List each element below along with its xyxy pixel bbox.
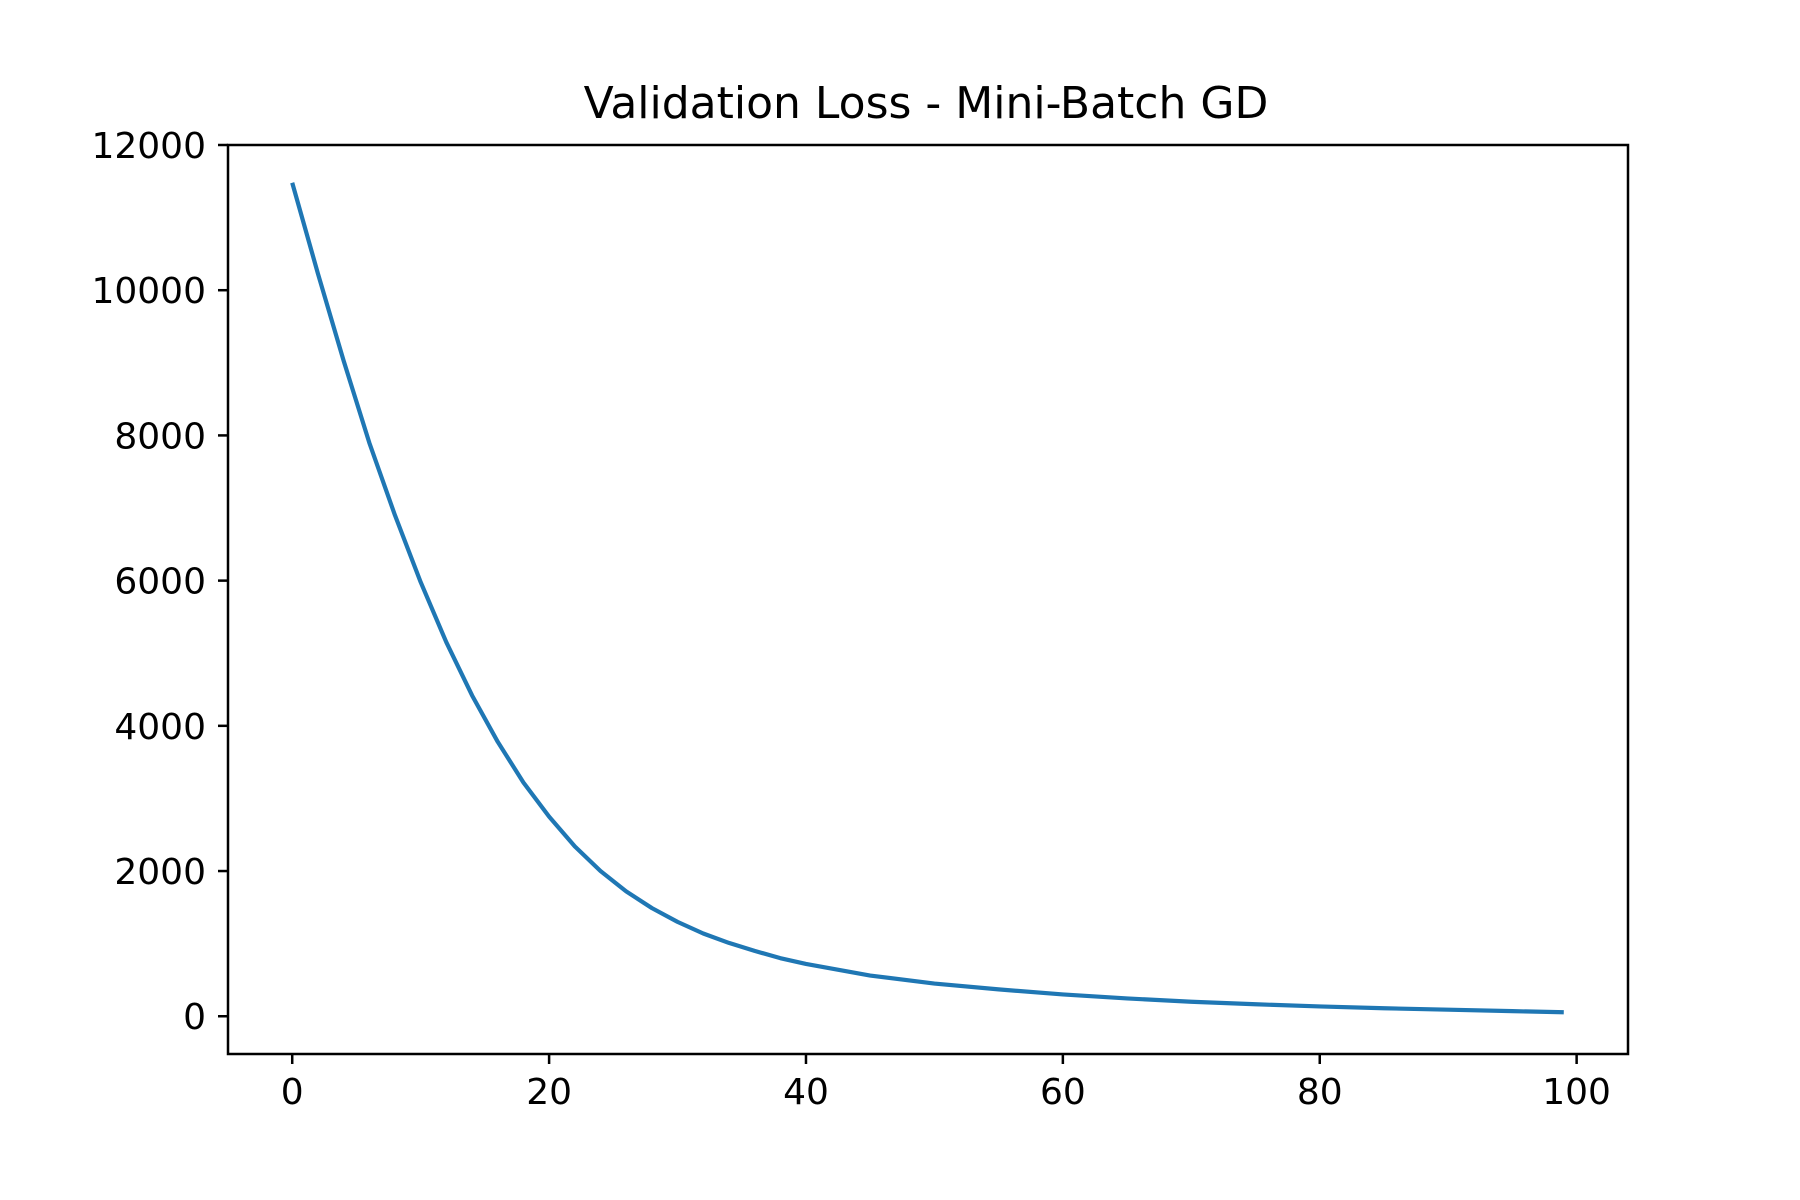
axes-frame <box>226 143 1630 1056</box>
x-tick-label: 60 <box>1040 1072 1086 1113</box>
y-tick-label: 2000 <box>114 852 206 893</box>
x-tick-label: 100 <box>1542 1072 1611 1113</box>
y-tick-label: 8000 <box>114 416 206 457</box>
plot-area: 0 20 40 60 80 100 0 2000 4000 6000 8000 10000 12000 <box>91 126 1630 1113</box>
y-tick-label: 0 <box>183 997 206 1038</box>
y-tick-label: 12000 <box>91 126 206 167</box>
x-tick-label: 40 <box>783 1072 829 1113</box>
x-tick-label: 20 <box>526 1072 572 1113</box>
y-tick-label: 4000 <box>114 707 206 748</box>
x-tick-label: 0 <box>281 1072 304 1113</box>
chart-title: Validation Loss - Mini-Batch GD <box>584 78 1269 129</box>
x-tick-label: 80 <box>1297 1072 1343 1113</box>
series-line-0 <box>290 182 1564 1015</box>
y-tick-label: 10000 <box>91 271 206 312</box>
y-tick-label: 6000 <box>114 562 206 603</box>
